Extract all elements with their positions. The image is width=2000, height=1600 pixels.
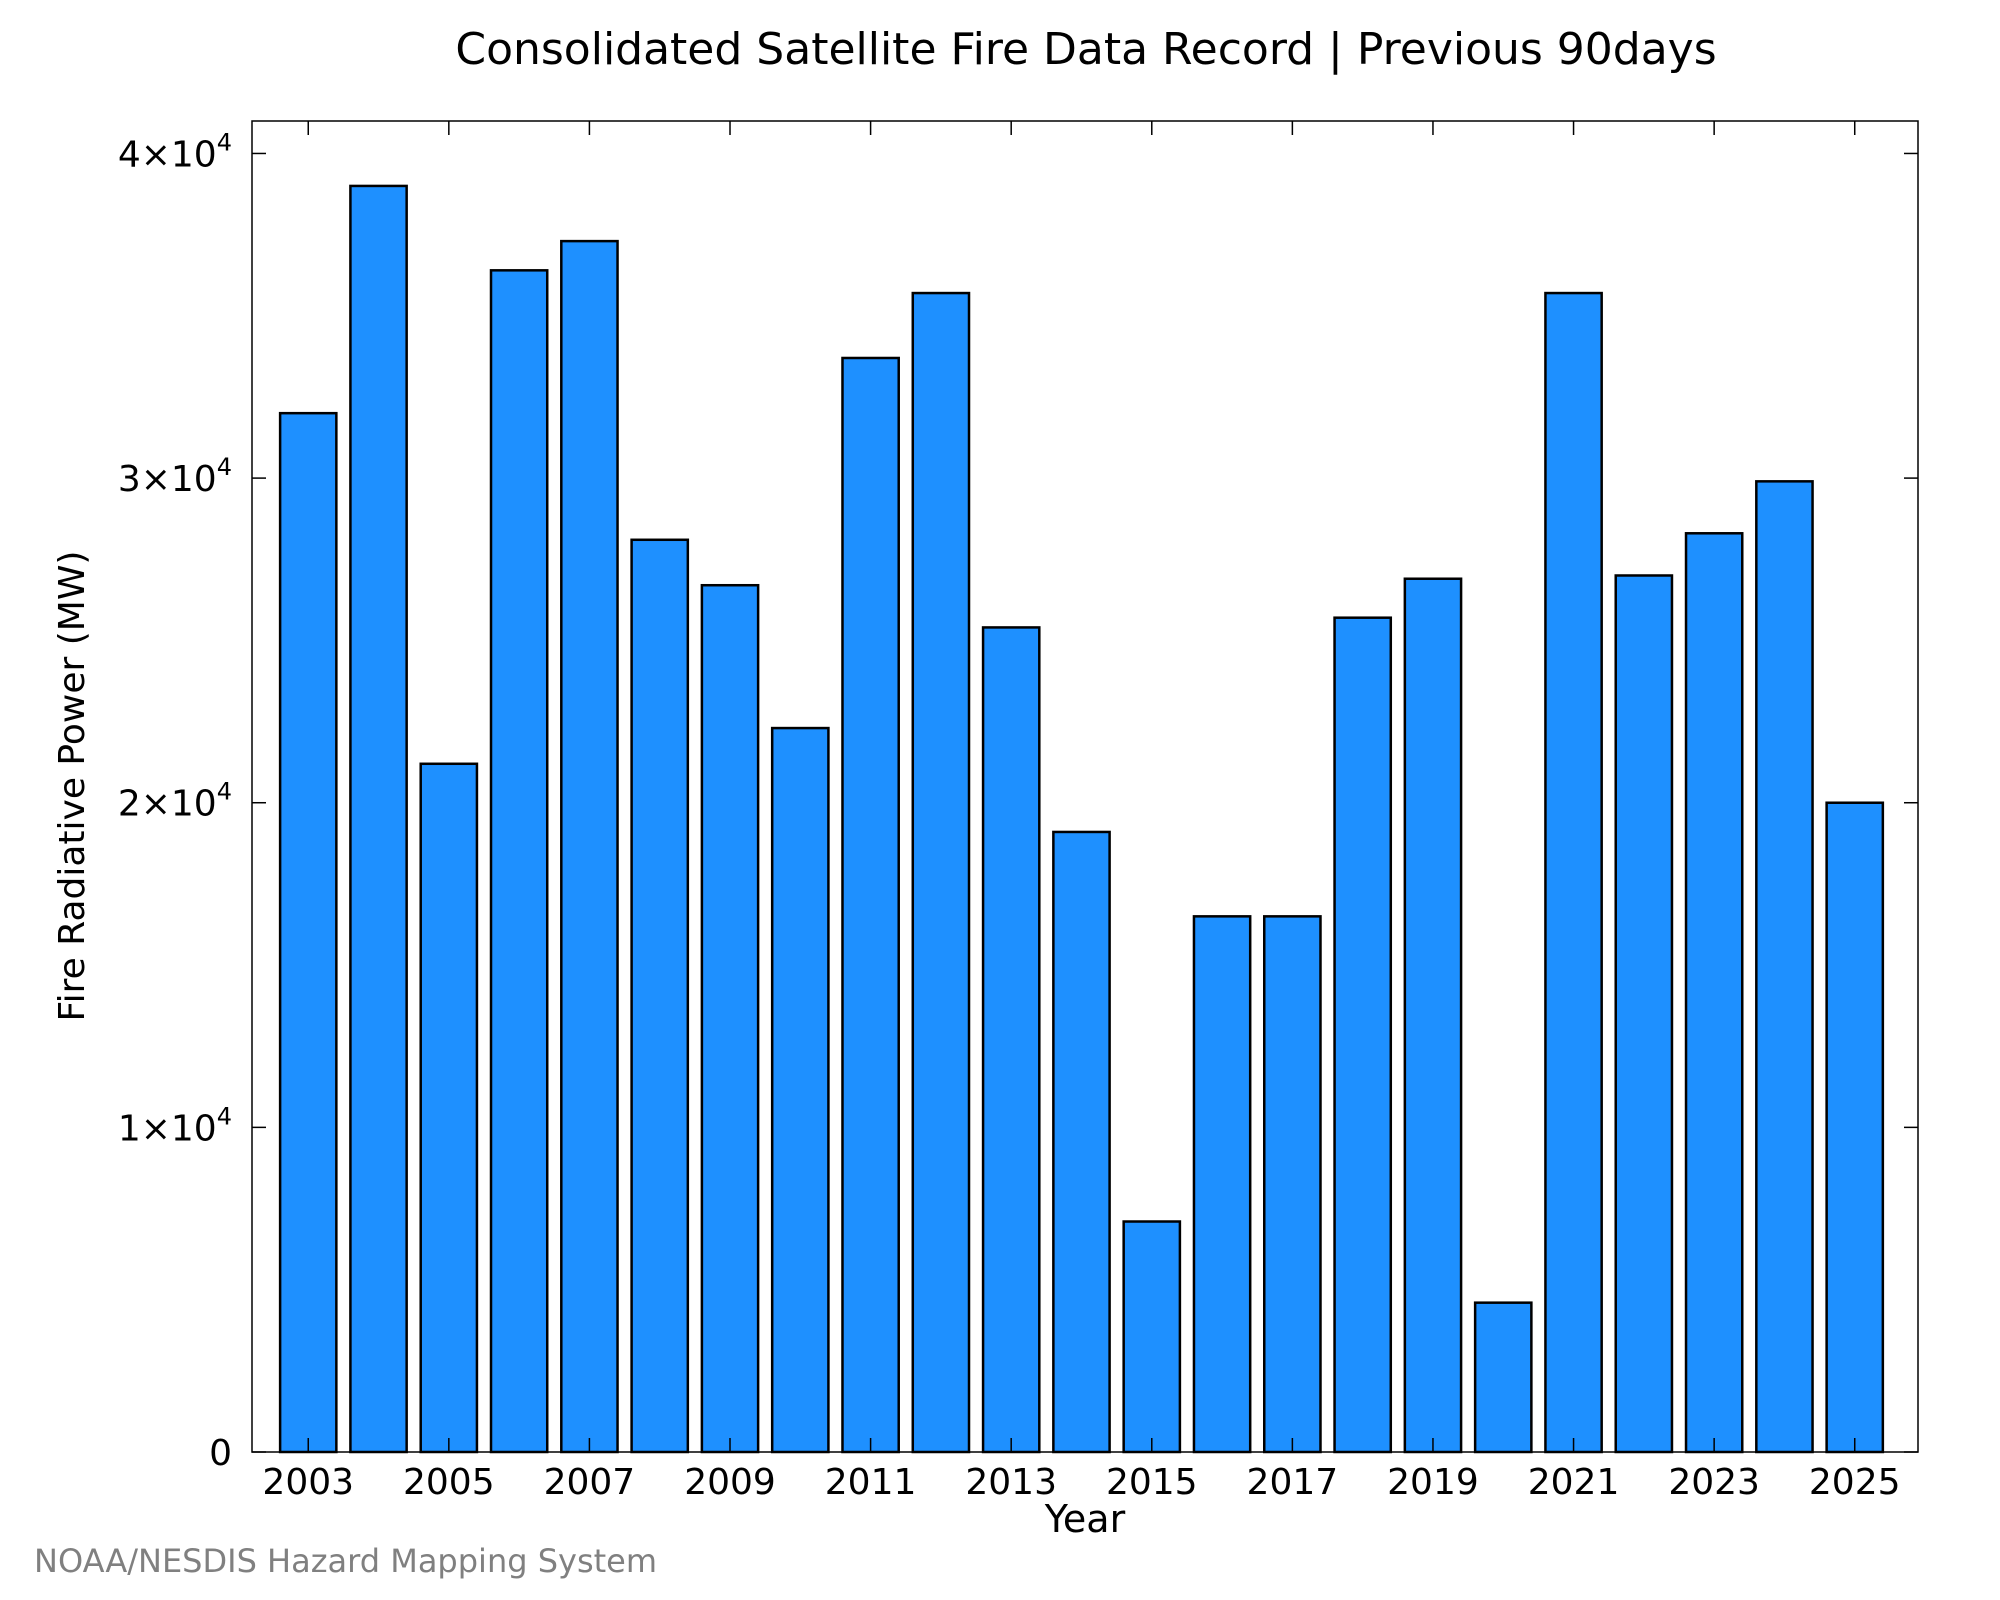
x-tick-label-2025: 2025 [1809,1462,1901,1503]
y-tick-label-10000: 1×104 [118,1102,232,1149]
y-tick-label-30000: 3×104 [118,453,232,500]
bar-2009 [700,583,760,1454]
bar-2007 [560,239,619,1454]
bar-2016 [1192,915,1252,1454]
bars-group [278,184,1885,1454]
bar-2025 [1825,801,1885,1454]
x-tick-label-2005: 2005 [403,1462,495,1503]
bar-2013 [981,626,1041,1454]
x-tick-label-2015: 2015 [1106,1462,1198,1503]
bar-2005 [419,762,479,1454]
y-tick-label-20000: 2×104 [118,778,232,825]
bar-2024 [1755,480,1814,1454]
plot-frame [251,120,1919,1453]
bar-2018 [1333,616,1393,1454]
y-axis-label: Fire Radiative Power (MW) [52,551,93,1022]
bar-2023 [1684,532,1744,1454]
bar-2021 [1544,291,1603,1454]
bar-2004 [349,184,408,1454]
bar-2011 [841,356,900,1454]
bar-2006 [489,269,549,1454]
x-tick-labels: 2003 2005 2007 2009 2011 2013 2015 2017 2019 2021… [262,1462,1900,1503]
x-tick-label-2009: 2009 [684,1462,776,1503]
x-axis-label: Year [1044,1497,1126,1541]
x-tick-label-2013: 2013 [965,1462,1057,1503]
y-tick-label-0: 0 [209,1433,232,1474]
bar-2008 [630,538,690,1454]
x-tick-label-2007: 2007 [544,1462,636,1503]
chart-title: Consolidated Satellite Fire Data Record … [455,24,1716,75]
x-tick-label-2021: 2021 [1528,1462,1620,1503]
bar-2019 [1403,577,1463,1454]
x-tick-label-2003: 2003 [262,1462,354,1503]
x-tick-label-2011: 2011 [825,1462,917,1503]
x-tick-label-2017: 2017 [1247,1462,1339,1503]
bar-2017 [1263,915,1322,1454]
x-tick-label-2023: 2023 [1668,1462,1760,1503]
bar-2003 [278,411,338,1454]
bar-2022 [1614,574,1674,1454]
bar-2020 [1473,1301,1533,1454]
bar-2014 [1052,830,1111,1454]
y-tick-label-40000: 4×104 [118,128,232,175]
bar-2010 [770,726,830,1454]
x-tick-label-2019: 2019 [1387,1462,1479,1503]
bar-2012 [911,291,971,1454]
y-tick-labels: 0 1×104 2×104 3×104 4×104 [118,128,232,1474]
bar-2015 [1122,1220,1182,1454]
footer-credit: NOAA/NESDIS Hazard Mapping System [34,1542,658,1580]
